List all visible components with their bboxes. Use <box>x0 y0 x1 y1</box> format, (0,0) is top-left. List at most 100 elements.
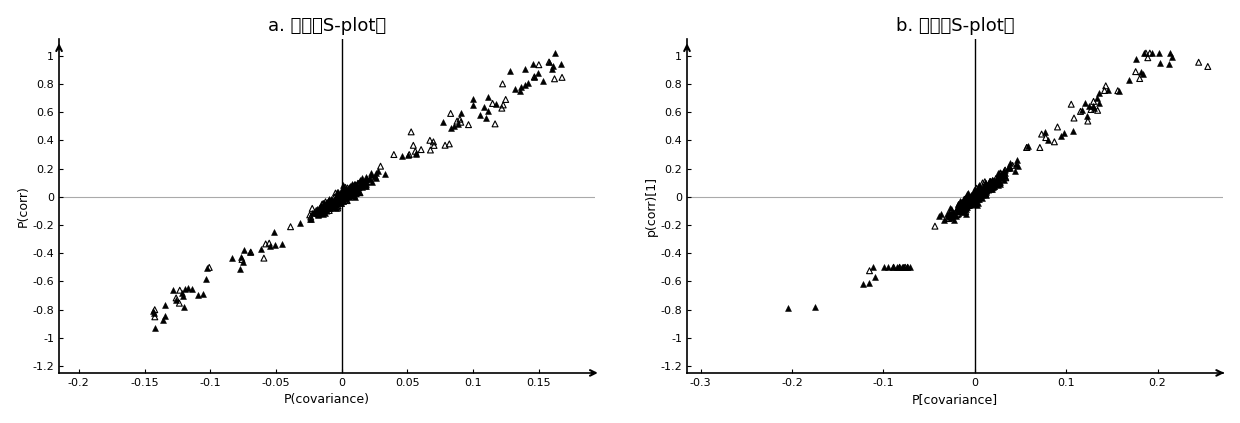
Point <box>991 170 1011 177</box>
Point <box>954 200 973 207</box>
Point <box>485 121 505 127</box>
Point <box>155 302 175 309</box>
Point <box>1081 106 1101 113</box>
Point <box>945 216 965 223</box>
Point <box>971 183 991 190</box>
Point <box>326 199 346 206</box>
Point <box>188 291 208 298</box>
Point <box>448 118 467 124</box>
Point <box>963 195 983 202</box>
Point <box>968 193 988 200</box>
Point <box>314 200 334 207</box>
Point <box>900 264 920 271</box>
Point <box>312 209 332 216</box>
Point <box>329 194 348 201</box>
Point <box>350 190 370 196</box>
Point <box>325 199 345 206</box>
Point <box>346 190 366 197</box>
Point <box>172 290 192 297</box>
Point <box>317 200 337 206</box>
Point <box>941 207 961 214</box>
Point <box>957 199 977 206</box>
Point <box>340 190 360 197</box>
Point <box>963 196 983 203</box>
Point <box>450 116 470 123</box>
Point <box>878 264 898 271</box>
Point <box>346 183 366 190</box>
Point <box>1085 104 1105 111</box>
Point <box>325 197 345 204</box>
Point <box>500 68 520 75</box>
Point <box>342 190 362 197</box>
Point <box>929 212 949 219</box>
Point <box>777 305 797 311</box>
Point <box>966 196 986 203</box>
Point <box>884 264 904 271</box>
Point <box>972 189 992 195</box>
Point <box>312 203 332 210</box>
Point <box>973 192 993 198</box>
Point <box>319 202 339 209</box>
Point <box>1083 102 1102 109</box>
Point <box>1052 133 1071 140</box>
Point <box>968 192 988 199</box>
Point <box>424 142 444 149</box>
Point <box>1095 87 1115 94</box>
Point <box>972 195 992 202</box>
Point <box>362 178 382 185</box>
Point <box>954 205 973 212</box>
Point <box>960 196 980 203</box>
Point <box>334 191 353 198</box>
Point <box>337 189 357 196</box>
Point <box>342 184 362 191</box>
Point <box>335 192 355 199</box>
Point <box>965 201 985 207</box>
Point <box>975 190 994 196</box>
Point <box>994 167 1014 173</box>
Point <box>330 198 350 204</box>
Point <box>317 204 337 211</box>
Point <box>976 192 996 198</box>
Point <box>511 87 531 94</box>
Point <box>347 184 367 190</box>
Point <box>954 200 973 206</box>
Point <box>955 204 975 211</box>
Point <box>965 197 985 203</box>
Point <box>988 172 1008 179</box>
Point <box>329 198 348 205</box>
Point <box>988 170 1008 176</box>
Point <box>345 182 365 189</box>
Point <box>977 188 997 195</box>
Point <box>343 184 363 191</box>
Point <box>963 190 983 197</box>
Point <box>981 178 1001 185</box>
Point <box>955 196 975 203</box>
Point <box>966 192 986 198</box>
Point <box>192 291 212 298</box>
Point <box>961 198 981 205</box>
Point <box>971 188 991 195</box>
Point <box>327 198 347 204</box>
Point <box>1008 162 1028 169</box>
Point <box>341 189 361 196</box>
Point <box>976 183 996 190</box>
Point <box>309 208 329 215</box>
Point <box>143 308 162 315</box>
Point <box>961 197 981 203</box>
Point <box>315 207 335 214</box>
Point <box>181 286 201 292</box>
Point <box>325 201 345 207</box>
Point <box>331 196 351 203</box>
Point <box>975 182 994 189</box>
Point <box>476 115 496 121</box>
Point <box>982 178 1002 185</box>
Point <box>982 184 1002 191</box>
Point <box>356 173 376 180</box>
Point <box>991 175 1011 181</box>
Point <box>420 137 440 144</box>
Point <box>470 112 490 118</box>
Point <box>1096 82 1116 89</box>
Point <box>968 190 988 197</box>
Point <box>937 215 957 222</box>
Point <box>983 184 1003 190</box>
